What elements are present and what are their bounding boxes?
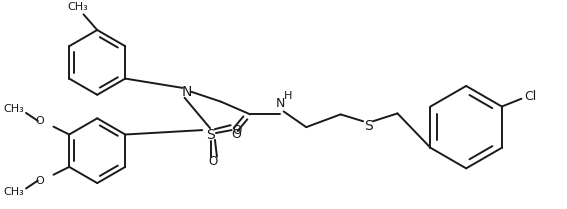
Text: S: S [206, 128, 214, 142]
Text: S: S [363, 119, 373, 133]
Text: CH₃: CH₃ [4, 187, 24, 198]
Text: CH₃: CH₃ [4, 104, 24, 114]
Text: O: O [232, 124, 241, 137]
Text: H: H [284, 91, 292, 101]
Text: O: O [35, 116, 44, 126]
Text: Cl: Cl [524, 90, 536, 103]
Text: N: N [181, 85, 192, 99]
Text: CH₃: CH₃ [67, 3, 88, 13]
Text: N: N [276, 97, 285, 110]
Text: O: O [209, 155, 218, 168]
Text: O: O [231, 127, 242, 140]
Text: O: O [35, 176, 44, 186]
